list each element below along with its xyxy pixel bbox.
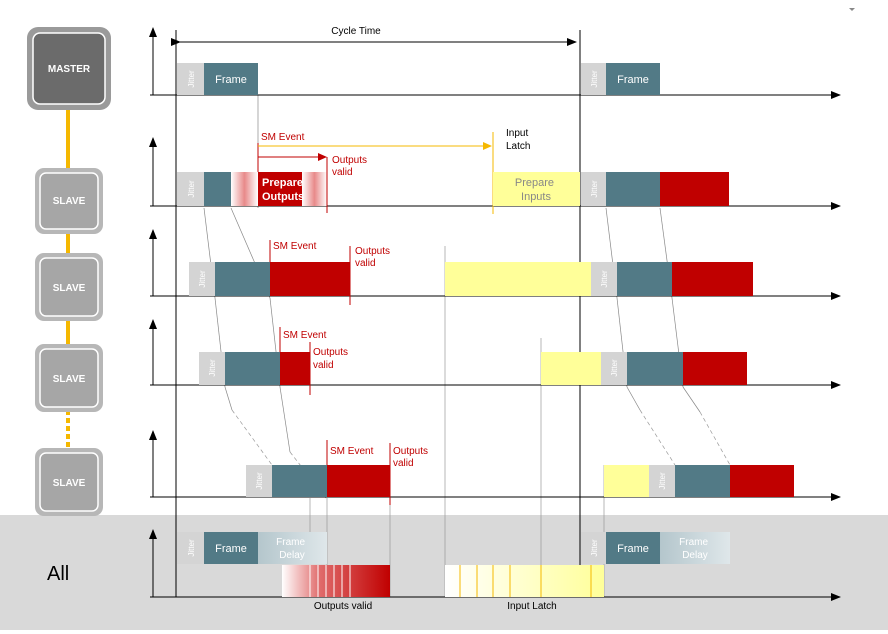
node-label-slave: SLAVE — [53, 283, 86, 294]
outputs-valid-ticks — [309, 565, 351, 597]
outputs-valid-band — [282, 565, 390, 597]
jitter-label: Jitter — [187, 180, 196, 198]
jitter-block — [581, 63, 606, 95]
row-slave-2: Jitter SM Event Outputs valid Jitter — [149, 229, 841, 305]
input-latch-ticks — [459, 565, 592, 597]
frame-block — [675, 465, 730, 497]
outputs-valid-label: Outputs valid — [332, 155, 370, 178]
jitter-label: Jitter — [255, 472, 264, 490]
output-block — [683, 352, 747, 385]
caret-icon — [849, 8, 855, 11]
input-latch-caption: Input Latch — [507, 601, 556, 612]
jitter-block — [177, 172, 204, 206]
jitter-block — [177, 63, 204, 95]
output-block — [270, 262, 350, 296]
node-slave-4[interactable]: SLAVE — [35, 448, 103, 516]
jitter-label: Jitter — [590, 539, 599, 557]
frame-label: Frame — [215, 543, 247, 555]
node-slave-2[interactable]: SLAVE — [35, 253, 103, 321]
frame-delay-label: Frame Delay — [679, 537, 711, 561]
jitter-label: Jitter — [208, 359, 217, 377]
node-slave-3[interactable]: SLAVE — [35, 344, 103, 412]
jitter-label: Jitter — [600, 270, 609, 288]
frame-label: Frame — [617, 74, 649, 86]
row-master: Jitter Frame Jitter Frame — [149, 27, 841, 99]
node-label-slave: SLAVE — [53, 196, 86, 207]
outputs-valid-label: Outputs valid — [355, 246, 393, 269]
input-block — [445, 262, 591, 296]
node-label-slave: SLAVE — [53, 478, 86, 489]
frame-block — [606, 63, 660, 95]
jitter-block — [581, 172, 606, 206]
output-block — [730, 465, 794, 497]
node-slave-1[interactable]: SLAVE — [35, 168, 103, 234]
frame-block — [606, 172, 660, 206]
prepare-inputs-label: Prepare Inputs — [515, 177, 557, 203]
outputs-valid-caption: Outputs valid — [314, 601, 372, 612]
node-label-slave: SLAVE — [53, 374, 86, 385]
frame-block — [627, 352, 683, 385]
jitter-block — [591, 262, 617, 296]
outputs-valid-label: Outputs valid — [393, 446, 431, 469]
jitter-label: Jitter — [590, 180, 599, 198]
frame-delay-label: Frame Delay — [276, 537, 308, 561]
jitter-label: Jitter — [658, 472, 667, 490]
frame-block — [225, 352, 280, 385]
sm-event-label: SM Event — [283, 330, 327, 341]
sm-event-label: SM Event — [261, 132, 305, 143]
sm-event-label: SM Event — [273, 241, 317, 252]
frame-delay-block — [258, 532, 327, 564]
jitter-label: Jitter — [590, 70, 599, 88]
row-slave-3: Jitter SM Event Outputs valid Jitter — [149, 319, 841, 395]
frame-block — [215, 262, 270, 296]
row-slave-4: Jitter SM Event Outputs valid Jitter — [149, 430, 841, 505]
frame-block — [272, 465, 327, 497]
input-block — [604, 465, 649, 497]
input-block — [541, 352, 601, 385]
frame-label: Frame — [617, 543, 649, 555]
jitter-label: Jitter — [198, 270, 207, 288]
all-label: All — [47, 563, 69, 585]
jitter-label: Jitter — [187, 539, 196, 557]
prepare-inputs-block — [493, 172, 580, 206]
prepare-outputs-label: Prepare Outputs — [262, 177, 306, 203]
input-latch-label: Input Latch — [506, 128, 531, 152]
prepare-gradient — [231, 172, 258, 206]
input-latch-band — [445, 565, 604, 597]
output-block — [327, 465, 390, 497]
frame-block — [204, 532, 258, 564]
cycle-time-label: Cycle Time — [331, 26, 381, 37]
jitter-block — [649, 465, 675, 497]
output-block — [280, 352, 310, 385]
frame-delay-block — [660, 532, 730, 564]
jitter-block — [199, 352, 225, 385]
jitter-label: Jitter — [610, 359, 619, 377]
jitter-block — [246, 465, 272, 497]
prepare-gradient — [302, 172, 327, 206]
frame-label: Frame — [215, 74, 247, 86]
row-slave-1: Jitter Prepare Outputs SM Event Outputs … — [149, 128, 841, 214]
outputs-valid-label: Outputs valid — [313, 347, 351, 371]
row-all: Jitter Frame Frame Delay Outputs valid — [149, 529, 841, 612]
jitter-block — [177, 532, 204, 564]
jitter-label: Jitter — [187, 70, 196, 88]
jitter-block — [601, 352, 627, 385]
jitter-block — [581, 532, 606, 564]
jitter-block — [189, 262, 215, 296]
sm-event-label: SM Event — [330, 446, 374, 457]
node-master[interactable]: MASTER — [27, 27, 111, 110]
frame-block — [617, 262, 672, 296]
output-block — [672, 262, 753, 296]
prepare-outputs-block — [258, 172, 302, 206]
frame-block — [204, 63, 258, 95]
output-block — [660, 172, 729, 206]
frame-block — [204, 172, 231, 206]
node-label-master: MASTER — [48, 64, 91, 75]
frame-block — [606, 532, 660, 564]
summary-panel — [0, 515, 888, 630]
